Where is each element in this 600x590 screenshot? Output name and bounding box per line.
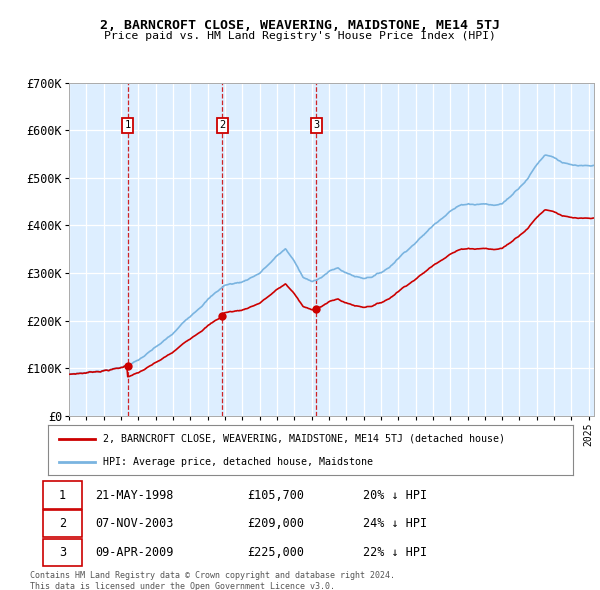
Text: 20% ↓ HPI: 20% ↓ HPI	[363, 489, 427, 502]
Text: 24% ↓ HPI: 24% ↓ HPI	[363, 517, 427, 530]
Text: 09-APR-2009: 09-APR-2009	[95, 546, 173, 559]
Text: £209,000: £209,000	[248, 517, 305, 530]
Text: HPI: Average price, detached house, Maidstone: HPI: Average price, detached house, Maid…	[103, 457, 373, 467]
FancyBboxPatch shape	[43, 481, 82, 509]
Text: 07-NOV-2003: 07-NOV-2003	[95, 517, 173, 530]
Text: 22% ↓ HPI: 22% ↓ HPI	[363, 546, 427, 559]
FancyBboxPatch shape	[43, 539, 82, 566]
Text: 3: 3	[313, 120, 319, 130]
Text: 3: 3	[59, 546, 66, 559]
Text: 1: 1	[124, 120, 131, 130]
Text: 2, BARNCROFT CLOSE, WEAVERING, MAIDSTONE, ME14 5TJ: 2, BARNCROFT CLOSE, WEAVERING, MAIDSTONE…	[100, 19, 500, 32]
Text: 1: 1	[59, 489, 66, 502]
Text: £105,700: £105,700	[248, 489, 305, 502]
Text: 21-MAY-1998: 21-MAY-1998	[95, 489, 173, 502]
Text: £225,000: £225,000	[248, 546, 305, 559]
FancyBboxPatch shape	[43, 510, 82, 537]
Text: Price paid vs. HM Land Registry's House Price Index (HPI): Price paid vs. HM Land Registry's House …	[104, 31, 496, 41]
Text: Contains HM Land Registry data © Crown copyright and database right 2024.
This d: Contains HM Land Registry data © Crown c…	[30, 571, 395, 590]
Text: 2: 2	[219, 120, 226, 130]
Text: 2: 2	[59, 517, 66, 530]
Text: 2, BARNCROFT CLOSE, WEAVERING, MAIDSTONE, ME14 5TJ (detached house): 2, BARNCROFT CLOSE, WEAVERING, MAIDSTONE…	[103, 434, 505, 444]
